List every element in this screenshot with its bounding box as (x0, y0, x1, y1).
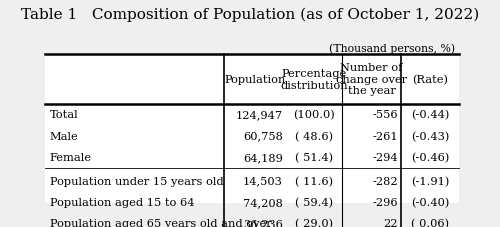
Text: (-0.46): (-0.46) (411, 152, 450, 162)
Text: ( 29.0): ( 29.0) (295, 218, 333, 227)
Text: ( 11.6): ( 11.6) (295, 176, 333, 186)
Text: (-1.91): (-1.91) (411, 176, 450, 186)
Text: 74,208: 74,208 (243, 197, 283, 207)
Text: ( 0.06): ( 0.06) (411, 218, 449, 227)
Text: Table 1   Composition of Population (as of October 1, 2022): Table 1 Composition of Population (as of… (21, 7, 479, 22)
Text: 14,503: 14,503 (243, 176, 283, 186)
Text: (-0.40): (-0.40) (411, 197, 450, 207)
Text: Total: Total (50, 110, 78, 120)
Text: Population: Population (224, 74, 286, 84)
Text: ( 59.4): ( 59.4) (295, 197, 333, 207)
Text: 60,758: 60,758 (243, 131, 283, 141)
Text: ( 51.4): ( 51.4) (295, 152, 333, 162)
Text: 22: 22 (384, 218, 398, 227)
Text: Population aged 15 to 64: Population aged 15 to 64 (50, 197, 194, 207)
Text: 64,189: 64,189 (243, 152, 283, 162)
Text: Number of
change over
the year: Number of change over the year (336, 63, 407, 96)
Text: 124,947: 124,947 (236, 110, 283, 120)
Text: Male: Male (50, 131, 78, 141)
Text: ( 48.6): ( 48.6) (295, 131, 333, 141)
Text: (-0.43): (-0.43) (411, 131, 450, 141)
Text: -282: -282 (372, 176, 398, 186)
Text: (100.0): (100.0) (293, 110, 335, 120)
Text: Female: Female (50, 152, 92, 162)
Text: Population aged 65 years old and over: Population aged 65 years old and over (50, 218, 272, 227)
Text: (-0.44): (-0.44) (411, 110, 450, 120)
Text: (Rate): (Rate) (412, 74, 448, 85)
Text: -556: -556 (372, 110, 398, 120)
Text: 36,236: 36,236 (243, 218, 283, 227)
Text: Percentage
distribution: Percentage distribution (280, 69, 348, 90)
Text: -296: -296 (372, 197, 398, 207)
Text: Population under 15 years old: Population under 15 years old (50, 176, 223, 186)
Text: (Thousand persons, %): (Thousand persons, %) (328, 44, 454, 54)
Text: -294: -294 (372, 152, 398, 162)
Text: -261: -261 (372, 131, 398, 141)
